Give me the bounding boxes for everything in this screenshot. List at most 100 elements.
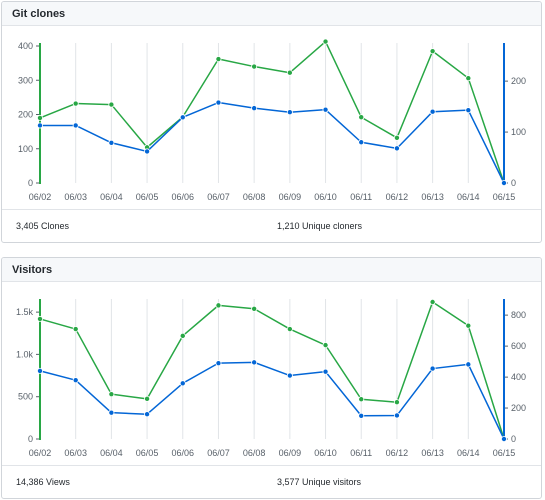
clones-series-unique-point: [429, 108, 436, 115]
visitors-x-tick-label: 06/13: [421, 448, 444, 458]
visitors-title: Visitors: [12, 263, 53, 276]
clones-series-total-point: [251, 63, 258, 70]
visitors-x-tick-label: 06/12: [386, 448, 409, 458]
visitors-x-tick-label: 06/07: [207, 448, 230, 458]
clones-series-unique-point: [144, 148, 151, 155]
visitors-y-right-tick-label: 600: [511, 341, 526, 351]
visitors-series-total-point: [144, 395, 151, 402]
git-clones-summary: 3,405 Clones 1,210 Unique cloners: [2, 209, 541, 242]
clones-x-tick-label: 06/05: [136, 192, 159, 202]
clones-series-unique-point: [37, 122, 44, 129]
clones-series-unique-point: [108, 139, 115, 146]
clones-x-tick-label: 06/03: [64, 192, 87, 202]
clones-series-unique-point: [500, 179, 507, 186]
git-clones-chart: 06/02 06/03 06/04 06/05 06/06 06/07 06/08 06/09…: [18, 38, 526, 202]
visitors-series-unique-point: [72, 377, 79, 384]
clones-y-left-tick-label: 0: [28, 178, 33, 188]
visitors-y-left-tick-label: 1.5k: [16, 307, 34, 317]
clones-y-right-tick-label: 200: [511, 76, 526, 86]
clones-y-left-tick-label: 100: [18, 144, 33, 154]
visitors-summary: 14,386 Views 3,577 Unique visitors: [2, 465, 541, 498]
clones-x-tick-label: 06/02: [29, 192, 52, 202]
clones-series-unique-point: [358, 139, 365, 146]
visitors-series-total-point: [215, 302, 222, 309]
clones-series-unique-point: [465, 107, 472, 114]
visitors-series-unique-point: [393, 412, 400, 419]
visitors-series-unique-point: [465, 361, 472, 368]
clones-series-total-point: [72, 100, 79, 107]
visitors-x-tick-label: 06/09: [279, 448, 302, 458]
clones-x-tick-label: 06/09: [279, 192, 302, 202]
clones-x-tick-label: 06/06: [172, 192, 195, 202]
visitors-header: Visitors: [2, 258, 541, 282]
visitors-x-tick-label: 06/02: [29, 448, 52, 458]
git-clones-panel: Git clones 06/02 06/03 06/04 06/05 06/06 06/0…: [1, 1, 542, 243]
visitors-series-unique-point: [215, 360, 222, 367]
git-clones-chart-area: 06/02 06/03 06/04 06/05 06/06 06/07 06/08 06/09…: [2, 26, 541, 208]
visitors-y-left-tick-label: 500: [18, 392, 33, 402]
clones-y-right-tick-label: 100: [511, 127, 526, 137]
clones-x-tick-label: 06/15: [493, 192, 516, 202]
clones-series-total-point: [393, 134, 400, 141]
git-clones-title: Git clones: [12, 7, 66, 20]
unique-cloners-count: 1,210 Unique cloners: [277, 221, 363, 231]
clones-series-total-point: [429, 48, 436, 55]
visitors-y-right-tick-label: 800: [511, 310, 526, 320]
clones-series-total-point: [358, 114, 365, 121]
clones-series-total-point: [322, 38, 329, 45]
clones-x-tick-label: 06/10: [314, 192, 337, 202]
clones-x-tick-label: 06/11: [350, 192, 372, 202]
clones-series-total-point: [215, 56, 222, 63]
visitors-series-total-line: [39, 301, 505, 440]
clones-x-tick-label: 06/04: [100, 192, 123, 202]
visitors-series-total-point: [393, 399, 400, 406]
clones-y-left-tick-label: 400: [18, 41, 33, 51]
clones-series-unique-point: [393, 145, 400, 152]
clones-y-left-tick-label: 200: [18, 110, 33, 120]
clones-x-tick-label: 06/07: [207, 192, 230, 202]
visitors-series-total-point: [358, 396, 365, 403]
total-clones-count: 3,405 Clones: [16, 221, 70, 231]
clones-series-unique-line: [40, 101, 505, 184]
visitors-y-right-tick-label: 400: [511, 372, 526, 382]
clones-series-unique-point: [179, 114, 186, 121]
visitors-series-unique-point: [108, 409, 115, 416]
visitors-x-tick-label: 06/15: [493, 448, 516, 458]
visitors-x-tick-label: 06/14: [457, 448, 480, 458]
visitors-series-unique-point: [179, 380, 186, 387]
visitors-series-total-point: [286, 326, 293, 333]
visitors-series-total-point: [322, 342, 329, 349]
visitors-chart: 06/02 06/03 06/04 06/05 06/06 06/07 06/08 06/09…: [16, 298, 526, 458]
visitors-y-left-tick-label: 0: [28, 434, 33, 444]
visitors-x-tick-label: 06/11: [350, 448, 372, 458]
visitors-x-tick-label: 06/03: [64, 448, 87, 458]
visitors-series-unique-point: [322, 368, 329, 375]
visitors-series-unique-point: [286, 372, 293, 379]
clones-x-tick-label: 06/12: [386, 192, 409, 202]
clones-series-unique-point: [251, 105, 258, 112]
visitors-series-unique-point: [144, 411, 151, 418]
visitors-series-total-point: [251, 305, 258, 312]
visitors-x-tick-label: 06/05: [136, 448, 159, 458]
visitors-y-left-tick-label: 1.0k: [16, 349, 34, 359]
clones-series-unique-point: [72, 122, 79, 129]
visitors-x-tick-label: 06/06: [172, 448, 195, 458]
total-views-count: 14,386 Views: [16, 477, 70, 487]
visitors-series-total-point: [72, 326, 79, 333]
clones-series-total-point: [37, 114, 44, 121]
visitors-x-tick-label: 06/10: [314, 448, 337, 458]
visitors-series-unique-point: [429, 365, 436, 372]
git-clones-header: Git clones: [2, 2, 541, 26]
visitors-series-unique-point: [358, 412, 365, 419]
visitors-series-total-point: [108, 391, 115, 398]
unique-visitors-count: 3,577 Unique visitors: [277, 477, 362, 487]
visitors-series-unique-point: [500, 435, 507, 442]
visitors-series-unique-point: [251, 359, 258, 366]
visitors-panel: Visitors 06/02 06/03 06/04 06/05 06/06 06/07 0…: [1, 257, 542, 499]
visitors-series-total-point: [179, 332, 186, 339]
visitors-x-tick-label: 06/08: [243, 448, 266, 458]
clones-y-right-tick-label: 0: [511, 178, 516, 188]
clones-series-unique-point: [322, 106, 329, 113]
visitors-y-right-tick-label: 200: [511, 403, 526, 413]
clones-x-tick-label: 06/14: [457, 192, 480, 202]
